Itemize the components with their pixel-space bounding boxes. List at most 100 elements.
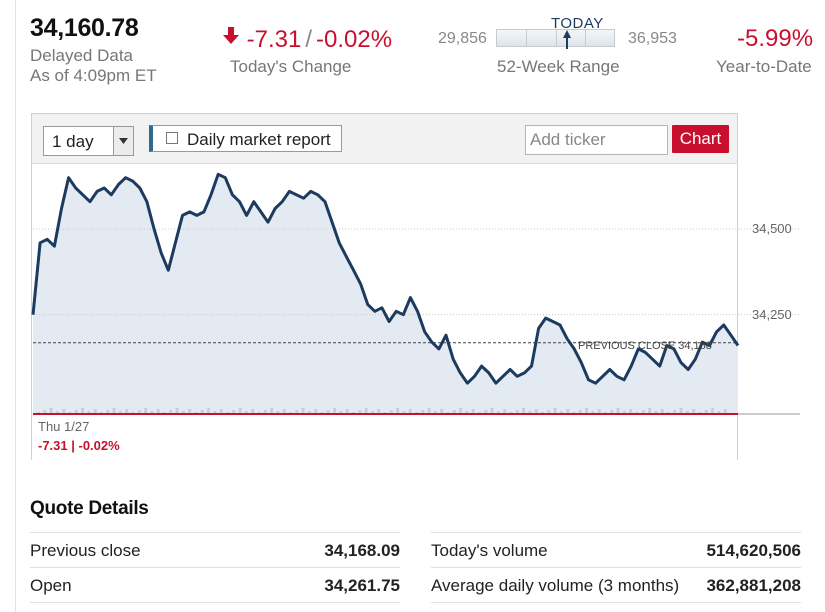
- volume-bar: [660, 409, 664, 414]
- volume-bar: [396, 408, 400, 414]
- volume-bar: [301, 408, 305, 414]
- volume-bar: [515, 410, 519, 414]
- volume-bar: [156, 409, 160, 414]
- volume-bar: [377, 409, 381, 414]
- volume-bar: [717, 411, 721, 414]
- volume-bar: [641, 410, 645, 414]
- volume-bar: [370, 411, 374, 414]
- daily-report-toggle[interactable]: Daily market report: [149, 125, 342, 152]
- volume-bar: [200, 410, 204, 414]
- detail-row-previous-close: Previous close 34,168.09: [30, 532, 400, 567]
- volume-bar: [490, 408, 494, 414]
- range-low: 29,856: [438, 30, 487, 47]
- volume-bar: [484, 410, 488, 414]
- detail-label: Open: [30, 576, 72, 595]
- volume-bar: [452, 410, 456, 414]
- add-ticker-input[interactable]: [525, 125, 668, 155]
- volume-bar: [358, 410, 362, 414]
- volume-bar: [704, 410, 708, 414]
- volume-bar: [74, 410, 78, 414]
- volume-bar: [144, 408, 148, 414]
- daily-report-checkbox[interactable]: [166, 132, 178, 144]
- intraday-chart: [31, 172, 800, 415]
- chart-button[interactable]: Chart: [672, 125, 729, 153]
- down-arrow-icon: [223, 27, 239, 44]
- page-divider: [15, 0, 16, 612]
- volume-bar: [244, 411, 248, 414]
- previous-close-label: PREVIOUS CLOSE 34,168: [578, 340, 712, 352]
- volume-bar: [616, 408, 620, 414]
- volume-bar: [465, 411, 469, 414]
- change-percent: -0.02%: [316, 26, 393, 53]
- volume-bar: [685, 411, 689, 414]
- volume-bar: [421, 410, 425, 414]
- volume-bar: [118, 411, 122, 414]
- volume-bar: [679, 408, 683, 414]
- volume-bar: [654, 411, 658, 414]
- volume-bar: [723, 409, 727, 414]
- volume-bar: [307, 411, 311, 414]
- volume-bar: [282, 409, 286, 414]
- volume-bar: [389, 410, 393, 414]
- volume-bar: [112, 408, 116, 414]
- volume-bar: [251, 409, 255, 414]
- volume-bar: [591, 411, 595, 414]
- volume-bar: [503, 409, 507, 414]
- volume-bar: [459, 408, 463, 414]
- detail-label: Today's volume: [431, 541, 548, 560]
- volume-bar: [433, 411, 437, 414]
- change-separator: /: [305, 26, 313, 53]
- y-tick-label: 34,250: [752, 306, 792, 322]
- period-dropdown-button[interactable]: [113, 127, 133, 155]
- volume-bar: [213, 411, 217, 414]
- volume-bar: [125, 409, 129, 414]
- volume-bar: [648, 408, 652, 414]
- volume-bar: [402, 411, 406, 414]
- volume-bar: [610, 410, 614, 414]
- volume-bar: [150, 411, 154, 414]
- volume-bar: [270, 408, 274, 414]
- ytd-label: Year-to-Date: [716, 57, 812, 76]
- chart-change-label: -7.31 | -0.02%: [38, 438, 120, 453]
- volume-bar: [559, 411, 563, 414]
- volume-bar: [522, 408, 526, 414]
- detail-row-open: Open 34,261.75: [30, 567, 400, 602]
- detail-divider: [30, 602, 400, 603]
- volume-bar: [496, 411, 500, 414]
- volume-bar: [238, 408, 242, 414]
- volume-bar: [673, 410, 677, 414]
- y-tick-label: 34,500: [752, 221, 792, 237]
- volume-bar: [232, 410, 236, 414]
- chevron-down-icon: [119, 138, 128, 144]
- volume-bar: [364, 408, 368, 414]
- today-marker-label: TODAY: [551, 15, 604, 32]
- period-select[interactable]: 1 day: [43, 126, 134, 156]
- volume-bar: [440, 409, 444, 414]
- volume-bar: [692, 409, 696, 414]
- volume-bar: [345, 409, 349, 414]
- todays-change: -7.31/-0.02%: [222, 25, 392, 54]
- as-of-time: As of 4:09pm ET: [30, 66, 157, 85]
- delayed-data-note: Delayed Data: [30, 46, 134, 65]
- week-range-label: 52-Week Range: [497, 57, 620, 76]
- detail-value: 514,620,506: [706, 541, 801, 560]
- quote-details-title: Quote Details: [30, 498, 149, 519]
- detail-divider: [431, 602, 801, 603]
- volume-bar: [207, 408, 211, 414]
- volume-bar: [43, 410, 47, 414]
- volume-bar: [528, 411, 532, 414]
- volume-bar: [137, 410, 141, 414]
- volume-bar: [711, 408, 715, 414]
- change-value: -7.31: [246, 26, 302, 53]
- ytd-value: -5.99%: [737, 25, 814, 52]
- volume-bar: [427, 408, 431, 414]
- volume-bar: [62, 409, 66, 414]
- volume-bar: [585, 408, 589, 414]
- week-range-bar: [496, 29, 615, 47]
- volume-bar: [326, 410, 330, 414]
- volume-bar: [169, 410, 173, 414]
- todays-change-label: Today's Change: [230, 57, 352, 76]
- volume-bar: [263, 410, 267, 414]
- range-high: 36,953: [628, 30, 677, 47]
